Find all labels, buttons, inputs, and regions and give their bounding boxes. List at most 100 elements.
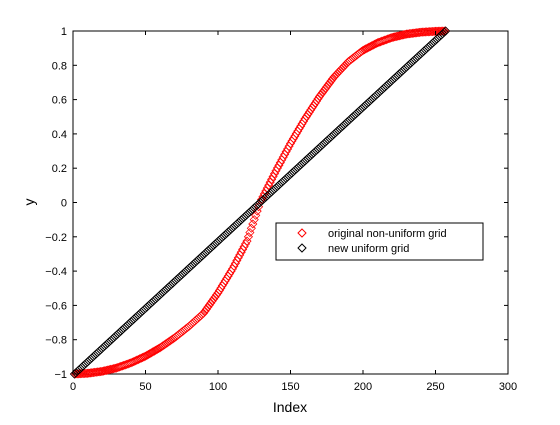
original-point (387, 32, 397, 43)
original-point (94, 367, 104, 377)
original-point (204, 300, 214, 310)
original-point (201, 304, 211, 314)
original-point (200, 306, 210, 316)
original-point (313, 94, 323, 104)
x-axis-title: Index (273, 399, 307, 415)
original-point (310, 98, 320, 108)
original-point (149, 346, 159, 356)
original-point (211, 290, 222, 300)
original-point (267, 174, 277, 184)
original-point (101, 365, 111, 375)
original-point (359, 45, 370, 55)
x-tick-label: 200 (354, 381, 372, 393)
x-tick-label: 0 (70, 381, 76, 393)
legend-marker-original (297, 228, 307, 238)
legend-marker-uniform (297, 243, 307, 253)
original-point (146, 348, 156, 358)
original-point (256, 195, 267, 205)
original-point (145, 349, 155, 359)
original-point (142, 350, 152, 360)
original-point (136, 353, 146, 363)
original-point (316, 89, 326, 100)
y-tick-label: 0.8 (52, 60, 67, 72)
original-point (393, 31, 403, 41)
original-point (303, 109, 313, 119)
original-point (301, 112, 312, 122)
original-point (209, 294, 219, 304)
original-point (139, 352, 149, 362)
original-point (312, 96, 322, 106)
original-point (399, 30, 409, 40)
y-tick-label: −0.8 (45, 335, 67, 347)
y-tick-label: 0.4 (52, 129, 67, 141)
original-point (368, 40, 378, 50)
original-point (148, 347, 158, 357)
original-point (396, 30, 406, 41)
y-tick-label: 0.2 (52, 163, 67, 175)
original-point (203, 302, 213, 312)
legend-label-uniform: new uniform grid (328, 243, 409, 255)
original-point (268, 171, 278, 182)
original-point (314, 91, 325, 102)
original-point (210, 292, 220, 302)
original-point (367, 41, 377, 51)
original-point (358, 45, 368, 55)
original-point (361, 44, 371, 54)
original-point (436, 26, 446, 36)
original-point (240, 239, 251, 249)
original-point (300, 114, 310, 124)
y-tick-label: −0.4 (45, 266, 67, 278)
original-point (307, 103, 317, 113)
original-point (97, 366, 107, 376)
original-point (95, 367, 106, 377)
original-point (140, 351, 151, 361)
original-point (362, 43, 372, 53)
original-point (319, 86, 329, 96)
x-tick-label: 50 (139, 381, 151, 393)
data-points-layer (69, 26, 451, 379)
original-point (327, 74, 338, 84)
original-point (207, 296, 217, 306)
original-point (304, 107, 314, 117)
original-point (265, 177, 275, 187)
original-point (325, 78, 335, 88)
legend: original non-uniform grid new uniform gr… (275, 222, 484, 261)
x-tick-label: 300 (499, 381, 517, 393)
original-point (152, 344, 162, 355)
original-point (322, 82, 332, 92)
original-point (98, 366, 109, 376)
original-point (103, 365, 113, 375)
original-point (107, 364, 117, 374)
original-point (323, 80, 333, 90)
original-point (100, 366, 110, 376)
original-point (385, 33, 396, 43)
original-point (390, 32, 400, 42)
legend-box (275, 222, 484, 261)
plot-area (72, 30, 509, 375)
x-tick-label: 100 (209, 381, 227, 393)
original-point (104, 365, 114, 375)
uniform-point (441, 26, 451, 36)
original-point (365, 42, 375, 52)
original-point (261, 186, 271, 196)
original-point (306, 105, 316, 115)
y-tick-label: 0 (61, 198, 67, 210)
original-point (198, 308, 209, 318)
original-point (364, 42, 374, 52)
original-point (138, 352, 148, 363)
original-point (397, 30, 407, 40)
y-axis-title: y (21, 199, 37, 206)
original-point (391, 31, 401, 42)
original-point (206, 298, 216, 308)
original-point (309, 100, 319, 110)
ticks-layer: 0 50 100 150 200 250 300 −1 −0.8 −0.6 −0.4 −0.2 0 0.2… (45, 26, 517, 393)
y-tick-label: 1 (61, 26, 67, 38)
x-tick-label: 150 (281, 381, 299, 393)
original-point (439, 26, 449, 36)
original-point (264, 180, 274, 190)
original-point (106, 364, 116, 374)
original-point (394, 31, 404, 41)
y-tick-label: −0.2 (45, 232, 67, 244)
